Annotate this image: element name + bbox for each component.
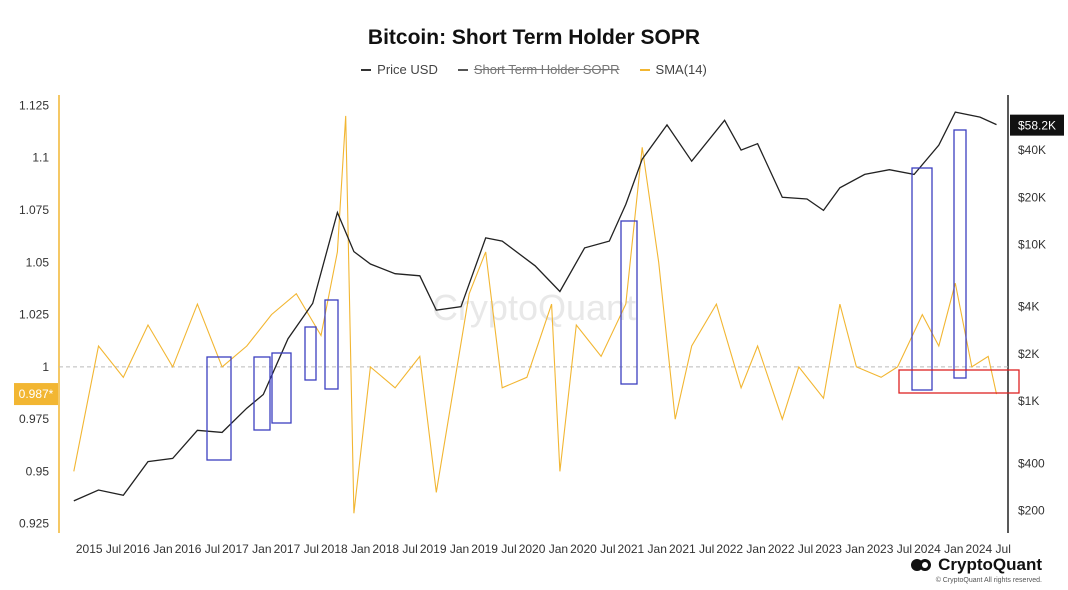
blue-highlight-box [911, 167, 933, 391]
x-tick-label: 2020 Jan [519, 542, 568, 556]
right-tick-label: $200 [1018, 503, 1045, 517]
x-tick-label: 2023 Jul [867, 542, 912, 556]
copyright: © CryptoQuant All rights reserved. [935, 577, 1042, 584]
right-tick-label: $2K [1018, 347, 1039, 361]
highlight-boxes [206, 129, 1020, 461]
legend: Price USD Short Term Holder SOPR SMA(14) [0, 62, 1068, 77]
x-tick-label: 2017 Jul [274, 542, 319, 556]
brand-logo: CryptoQuant [910, 555, 1042, 575]
left-tick-label: 0.925 [19, 517, 49, 531]
price-series [73, 111, 997, 502]
right-tick-label: $1K [1018, 394, 1039, 408]
x-tick-label: 2024 Jul [966, 542, 1011, 556]
price-line [73, 111, 997, 502]
legend-price[interactable]: Price USD [361, 62, 438, 77]
legend-sopr-swatch [457, 68, 468, 71]
legend-sma-swatch [639, 68, 650, 71]
x-tick-label: 2016 Jan [123, 542, 172, 556]
x-tick-label: 2018 Jul [372, 542, 417, 556]
sma-series [73, 115, 998, 514]
left-tick-label: 1.1 [32, 151, 49, 165]
blue-highlight-box [953, 129, 967, 379]
right-current-badge [1010, 114, 1064, 136]
x-tick-label: 2022 Jan [716, 542, 765, 556]
brand-name: CryptoQuant [938, 555, 1042, 574]
watermark: CryptoQuant [432, 287, 636, 328]
red-highlight-box [898, 369, 1020, 394]
right-tick-label: $400 [1018, 456, 1045, 470]
x-tick-label: 2015 Jul [76, 542, 121, 556]
legend-sma-label: SMA(14) [655, 62, 707, 77]
axes: 1.125 1.1 1.075 1.05 1.025 1 0.975 0.95 0.925 $40… [19, 95, 1046, 556]
left-tick-label: 1 [42, 360, 49, 374]
blue-highlight-box [324, 299, 339, 390]
left-tick-label: 1.025 [19, 308, 49, 322]
x-tick-label: 2023 Jan [815, 542, 864, 556]
blue-highlight-box [271, 352, 292, 424]
x-tick-label: 2016 Jul [175, 542, 220, 556]
x-tick-label: 2019 Jul [471, 542, 516, 556]
blue-highlight-box [304, 326, 317, 381]
left-tick-label: 1.075 [19, 203, 49, 217]
left-tick-label: 0.95 [26, 464, 50, 478]
right-tick-label: $40K [1018, 143, 1046, 157]
right-tick-label: $4K [1018, 300, 1039, 314]
x-tick-label: 2021 Jul [669, 542, 714, 556]
blue-highlight-box [253, 356, 271, 431]
left-current-label: 0.987* [19, 387, 54, 401]
x-tick-label: 2018 Jan [321, 542, 370, 556]
legend-price-swatch [361, 68, 372, 71]
legend-sma[interactable]: SMA(14) [639, 62, 707, 77]
x-tick-label: 2017 Jan [222, 542, 271, 556]
x-tick-label: 2022 Jul [768, 542, 813, 556]
sma-line [73, 115, 998, 514]
left-tick-label: 1.05 [26, 255, 50, 269]
x-tick-label: 2019 Jan [420, 542, 469, 556]
blue-highlight-box [206, 356, 232, 461]
axis-badges: 0.987* $58.2K [14, 114, 1064, 406]
legend-price-label: Price USD [377, 62, 438, 77]
cryptoquant-logo-icon [911, 559, 932, 571]
legend-sopr[interactable]: Short Term Holder SOPR [457, 62, 620, 77]
right-current-label: $58.2K [1018, 119, 1056, 133]
right-tick-label: $10K [1018, 237, 1046, 251]
left-tick-label: 0.975 [19, 412, 49, 426]
left-current-badge [14, 383, 58, 406]
x-tick-label: 2024 Jan [914, 542, 963, 556]
chart-title: Bitcoin: Short Term Holder SOPR [367, 26, 701, 49]
right-tick-label: $20K [1018, 190, 1046, 204]
left-tick-label: 1.125 [19, 98, 49, 112]
x-tick-label: 2021 Jan [618, 542, 667, 556]
blue-highlight-box [620, 220, 638, 385]
x-tick-label: 2020 Jul [570, 542, 615, 556]
legend-sopr-label: Short Term Holder SOPR [473, 62, 620, 77]
